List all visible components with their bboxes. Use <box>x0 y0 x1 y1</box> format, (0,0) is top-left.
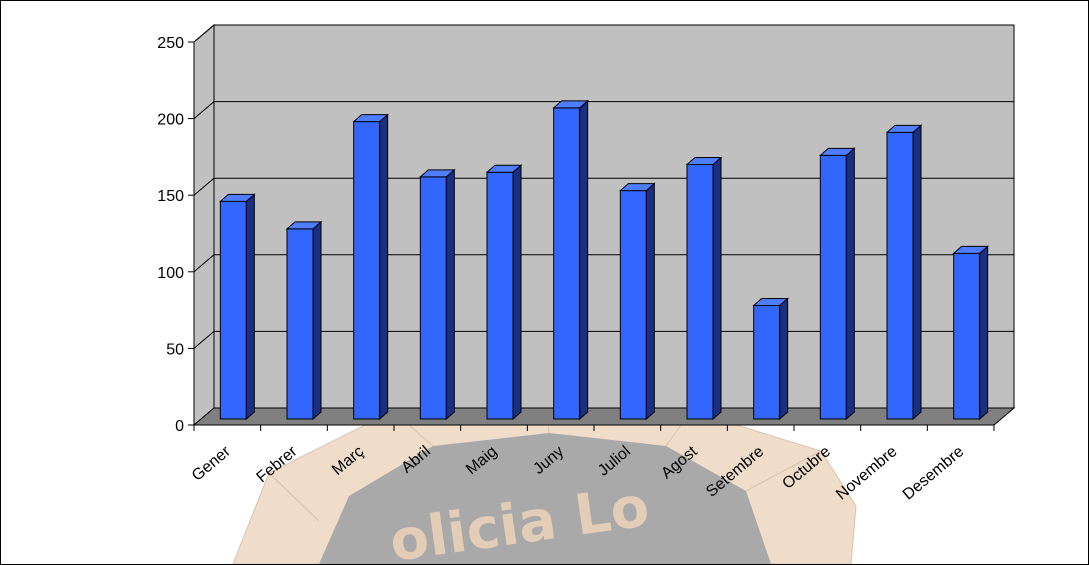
gridline <box>193 101 1014 119</box>
gridline <box>193 177 1014 196</box>
bar <box>752 297 789 421</box>
bar <box>419 168 456 421</box>
bar <box>285 220 323 421</box>
bar-front <box>353 121 381 420</box>
bar-side <box>512 164 522 421</box>
bar-front <box>419 176 447 420</box>
bar-top <box>419 169 456 178</box>
watermark-logo: olicia Lo <box>232 400 857 564</box>
gridline <box>193 254 1014 273</box>
bar <box>352 113 389 421</box>
bar <box>819 147 856 421</box>
bar-side <box>845 147 855 421</box>
bar <box>619 182 656 421</box>
bar-top <box>952 245 989 254</box>
x-tick-label: Desembre <box>900 443 968 504</box>
x-tick-label: Novembre <box>833 443 901 504</box>
gridline <box>193 24 1014 43</box>
y-tick-label: 250 <box>157 35 184 52</box>
bar-top <box>219 193 256 202</box>
bar <box>485 164 523 421</box>
bar <box>885 124 923 421</box>
bar <box>685 156 723 421</box>
bar-top <box>885 124 923 133</box>
y-tick-label: 100 <box>157 265 184 282</box>
bar-side <box>445 168 455 421</box>
bar-front <box>953 252 981 420</box>
bar-top <box>552 100 589 109</box>
bar-top <box>619 183 656 192</box>
bar-side <box>645 182 655 421</box>
bar-side <box>379 113 389 421</box>
bar-front <box>886 131 914 420</box>
x-tick-label: Gener <box>189 443 235 485</box>
bar-side <box>979 245 989 421</box>
bar-side <box>312 220 322 421</box>
bar-top <box>485 164 523 173</box>
bar-side <box>779 297 789 421</box>
bar-front <box>819 154 847 420</box>
bar-top <box>352 114 389 123</box>
bar-front <box>219 200 247 420</box>
bar-side <box>912 124 922 421</box>
bar-front <box>686 164 714 420</box>
bar <box>219 193 256 421</box>
y-tick-label: 0 <box>175 418 184 435</box>
watermark-inner-disc <box>319 433 771 564</box>
bar-front <box>486 171 514 420</box>
bar-front <box>619 190 647 420</box>
bar-side <box>712 156 722 421</box>
bar-top <box>685 157 723 166</box>
bar <box>552 99 589 421</box>
bar-side <box>245 193 255 421</box>
bar-front <box>553 107 581 420</box>
side-wall <box>193 23 215 427</box>
bar-top <box>819 147 856 156</box>
y-tick-label: 200 <box>157 112 184 129</box>
bar-top <box>752 298 789 307</box>
bar-front <box>753 305 781 420</box>
y-tick-label: 50 <box>166 341 184 358</box>
bar-side <box>579 99 589 421</box>
gridline <box>193 330 1014 349</box>
bar-top <box>285 221 323 230</box>
bar <box>952 245 989 421</box>
bar-front <box>286 228 314 420</box>
y-tick-label: 150 <box>157 188 184 205</box>
